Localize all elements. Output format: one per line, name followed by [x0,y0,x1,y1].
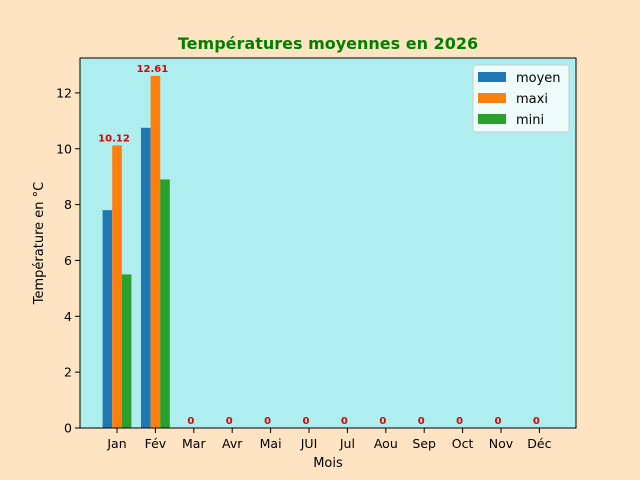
data-label-2: 0 [187,416,194,427]
data-label-4: 0 [264,416,271,427]
bar-moyen-1 [141,127,151,429]
y-axis: 0 2 4 6 8 10 12 [56,85,80,436]
legend-label-mini: mini [516,113,544,128]
bar-moyen-0 [102,210,113,428]
y-tick-label: 6 [64,253,72,268]
data-label-8: 0 [418,416,425,427]
y-tick-label: 12 [56,85,72,100]
data-label-3: 0 [226,416,233,427]
y-axis-label: Température en °C [32,182,47,305]
x-tick-label: JUI [300,436,318,451]
x-tick-label: Fév [145,436,167,451]
data-label-11: 0 [533,416,540,427]
x-axis: Jan Fév Mar Avr Mai JUI Jul Aou Sep Oct Nov Déc [106,428,552,451]
data-label-6: 0 [341,416,348,427]
x-tick-label: Avr [222,436,243,451]
data-label-9: 0 [456,416,463,427]
data-label-1: 12.61 [137,64,169,75]
x-tick-label: Mai [260,436,282,451]
legend-swatch-maxi [478,93,506,103]
bar-mini-1 [160,179,170,428]
legend-swatch-moyen [478,72,506,82]
bar-maxi-1 [150,75,161,428]
x-tick-label: Sep [412,436,436,451]
data-label-7: 0 [379,416,386,427]
data-label-0: 10.12 [98,133,130,144]
y-tick-label: 10 [56,141,72,156]
data-label-5: 0 [303,416,310,427]
x-tick-label: Jan [106,436,126,451]
legend-label-moyen: moyen [516,71,561,86]
data-label-10: 0 [495,416,502,427]
y-tick-label: 0 [64,421,72,436]
x-tick-label: Jul [339,436,355,451]
x-tick-label: Mar [182,436,206,451]
legend-swatch-mini [478,114,506,124]
x-tick-label: Aou [374,436,398,451]
x-axis-label: Mois [313,456,343,471]
x-tick-label: Déc [527,436,551,451]
y-tick-label: 2 [64,365,72,380]
legend-label-maxi: maxi [516,92,548,107]
x-tick-label: Oct [452,436,474,451]
legend: moyen maxi mini [472,64,570,133]
chart-title: Températures moyennes en 2026 [178,34,478,53]
bars-group [102,75,170,429]
y-tick-label: 4 [64,309,72,324]
data-labels-group: 10.12 12.61 0 0 0 0 0 0 0 0 0 0 [98,64,540,427]
plot-frame [79,57,577,429]
x-tick-label: Nov [489,436,514,451]
bar-mini-0 [121,274,132,428]
y-tick-label: 8 [64,197,72,212]
bar-maxi-0 [112,145,122,428]
